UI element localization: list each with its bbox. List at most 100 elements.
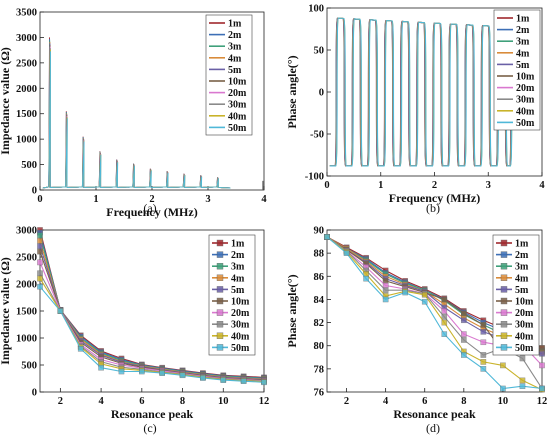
legend-entry-5m: 5m (515, 285, 529, 296)
y-tick-label: 500 (21, 160, 37, 171)
x-tick-label: 2 (149, 194, 154, 205)
legend-entry-50m: 50m (228, 123, 247, 134)
y-tick-label: 0 (32, 186, 37, 197)
y-axis-label: Phase angle(°) (285, 274, 299, 347)
data-point-5m (480, 329, 487, 335)
data-point-50m (461, 352, 467, 358)
x-axis-label: Resonance peak (111, 407, 194, 421)
data-point-30m (519, 355, 526, 362)
data-point-30m (441, 313, 448, 320)
x-tick-label: 12 (537, 396, 548, 407)
series-line-50m (329, 17, 514, 167)
data-point-40m (480, 359, 487, 365)
legend-entry-3m: 3m (231, 262, 245, 273)
x-tick-label: 6 (422, 396, 427, 407)
legend-marker-4m (216, 274, 224, 281)
x-tick-label: 0 (324, 180, 329, 191)
legend-marker-30m (500, 321, 508, 328)
y-tick-label: 78 (314, 364, 325, 375)
data-point-50m (57, 308, 64, 314)
legend-marker-40m (500, 332, 508, 339)
legend-entry-10m: 10m (231, 297, 250, 308)
legend-entry-10m: 10m (515, 297, 534, 308)
x-tick-label: 2 (432, 180, 437, 191)
legend-marker-50m (500, 344, 508, 351)
legend-marker-10m (500, 297, 508, 305)
x-axis-label: Resonance peak (393, 407, 476, 421)
legend-entry-50m: 50m (231, 343, 250, 354)
y-tick-label: 0 (319, 88, 324, 99)
y-tick-label: 0 (32, 388, 37, 399)
panel-label: (b) (426, 201, 440, 215)
data-point-50m (324, 234, 330, 240)
x-tick-label: 2 (58, 396, 63, 407)
legend-entry-1m: 1m (516, 14, 530, 25)
data-point-40m (441, 319, 448, 326)
data-point-50m (402, 289, 408, 296)
x-tick-label: 4 (383, 396, 389, 407)
x-tick-label: 6 (139, 396, 144, 407)
data-point-50m (441, 331, 448, 337)
panel-label: (a) (143, 201, 156, 215)
data-point-10m (382, 278, 389, 284)
x-tick-label: 10 (498, 396, 509, 407)
data-point-10m (539, 345, 545, 351)
data-point-20m (382, 282, 389, 289)
legend-entry-2m: 2m (516, 25, 530, 36)
y-tick-label: 2000 (16, 280, 37, 291)
y-tick-label: 76 (314, 388, 325, 399)
data-point-4m (37, 237, 43, 244)
data-point-40m (519, 377, 526, 384)
legend-entry-3m: 3m (516, 37, 530, 48)
data-point-50m (343, 250, 350, 256)
legend-entry-40m: 40m (231, 331, 250, 342)
data-point-50m (519, 383, 526, 390)
legend-marker-5m (216, 286, 224, 293)
legend-marker-20m (216, 309, 224, 316)
y-tick-label: 82 (314, 318, 325, 329)
data-point-50m (240, 378, 247, 385)
legend-entry-4m: 4m (516, 48, 530, 59)
legend-marker-5m (500, 286, 508, 293)
data-point-50m (382, 296, 389, 303)
data-point-50m (261, 379, 267, 386)
legend-entry-30m: 30m (516, 95, 535, 106)
data-point-50m (139, 368, 145, 375)
legend-marker-2m (500, 251, 508, 258)
y-tick-label: 500 (21, 361, 37, 372)
y-tick-label: 3500 (16, 8, 37, 19)
legend-marker-2m (216, 251, 224, 258)
legend-marker-3m (500, 263, 508, 270)
legend-marker-1m (216, 239, 224, 247)
legend-entry-2m: 2m (228, 30, 242, 41)
legend-marker-40m (216, 332, 224, 339)
y-axis-label: Impedance value (Ω) (0, 47, 12, 155)
y-tick-label: 2000 (16, 84, 37, 95)
legend-entry-5m: 5m (231, 285, 245, 296)
legend-entry-40m: 40m (516, 106, 535, 117)
y-tick-label: 1000 (16, 135, 37, 146)
legend-entry-5m: 5m (228, 65, 242, 76)
y-tick-label: 3000 (16, 226, 37, 237)
x-tick-label: 1 (378, 180, 383, 191)
legend-entry-10m: 10m (228, 77, 247, 88)
legend-entry-50m: 50m (515, 343, 534, 354)
legend-entry-30m: 30m (228, 100, 247, 111)
x-tick-label: 1 (93, 194, 98, 205)
data-point-50m (500, 385, 506, 392)
data-point-10m (461, 310, 467, 317)
data-point-40m (37, 275, 43, 282)
data-point-20m (461, 331, 467, 337)
series-line-50m (42, 51, 231, 189)
data-point-50m (77, 346, 84, 352)
legend-entry-2m: 2m (515, 250, 529, 261)
data-point-5m (461, 317, 467, 324)
data-point-50m (118, 368, 125, 375)
data-point-40m (500, 362, 506, 369)
x-tick-label: 10 (218, 396, 229, 407)
y-tick-label: 80 (314, 341, 325, 352)
x-axis-label: Frequency (MHz) (389, 191, 480, 205)
panel-label: (d) (426, 421, 440, 435)
